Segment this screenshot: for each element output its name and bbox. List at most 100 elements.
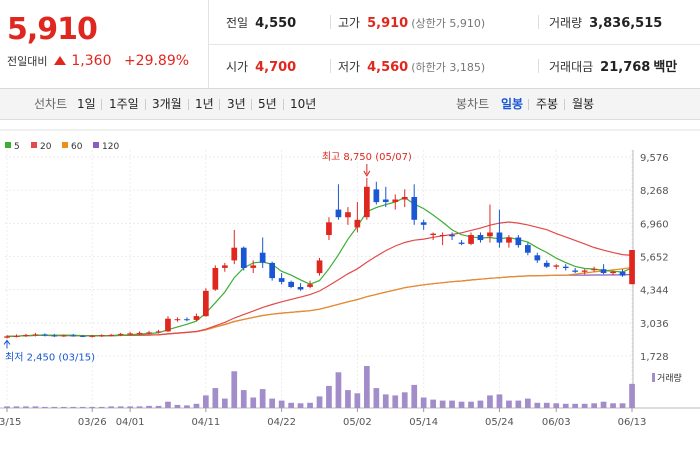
candle-body [23,334,29,336]
change-percent: +29.89% [123,53,190,69]
candle-body [259,252,266,263]
stat-label: 시가 [226,60,249,74]
candle-body [525,245,531,253]
candle-body [184,319,190,321]
period-10y-button[interactable]: 10년 [290,97,317,111]
volume-bar [136,406,143,408]
legend-item-ma60: 60 [62,141,82,153]
candle-body [165,318,171,332]
candle-monthly-button[interactable]: 월봉 [572,97,595,111]
volume-bar [458,401,465,408]
candle-body [364,186,370,218]
candle-body [13,335,20,337]
legend-item-ma20: 20 [31,141,51,153]
candle-body [4,336,10,338]
stat-open: 시가 4,700 [226,44,296,88]
stat-high: 고가 5,910 (상한가 5,910) [338,0,485,44]
y-tick-label: 5,652 [640,253,669,264]
stat-prev-close: 전일 4,550 [226,0,296,44]
volume-bar [259,389,266,408]
current-price: 5,910 [7,12,98,47]
y-tick-label: 6,960 [640,219,669,230]
legend-item-ma5: 5 [5,141,20,153]
volume-bar [193,403,200,408]
stat-value: 5,910 [367,16,409,31]
volume-bar [629,383,635,408]
volume-bar [108,406,114,408]
volume-bar [373,388,380,408]
candle-body [345,212,351,218]
period-1y-button[interactable]: 1년 [195,97,214,111]
candle-body [269,262,275,279]
candle-body [98,335,105,337]
candle-body [79,335,86,337]
volume-bar [477,400,484,408]
candle-body [326,222,332,235]
volume-bar [345,390,351,408]
volume-bar [335,372,342,408]
y-tick-label: 1,728 [640,352,669,363]
x-tick-label: 06/03 [542,417,571,428]
x-tick-label: 05/24 [485,417,514,428]
volume-bar [506,400,512,408]
volume-bar [316,396,323,408]
candle-body [316,260,323,274]
candle-body [600,269,607,273]
candle-body [401,197,408,200]
divider [330,15,331,29]
candle-body [231,247,238,261]
y-tick-label: 4,344 [640,286,669,297]
stat-label: 거래량 [549,16,583,30]
volume-bar [89,406,96,408]
x-tick-label: 03/15 [0,417,21,428]
volume-bar [534,402,541,409]
x-tick-label: 04/11 [191,417,220,428]
volume-bar [364,366,370,408]
chart-toolbar: 선차트 1일 1주일 3개월 1년 3년 5년 10년 봉차트 일봉 주봉 월봉 [0,89,700,120]
candle-body [240,247,247,268]
period-5y-button[interactable]: 5년 [258,97,277,111]
candle-body [32,334,39,336]
candle-body [468,235,474,244]
volume-bar [411,384,418,408]
candle-body [108,334,114,336]
candle-body [155,331,162,333]
candle-body [61,335,67,337]
x-tick-label: 04/01 [116,417,145,428]
stat-value: 21,768 [600,60,651,75]
candle-body [42,334,48,336]
x-tick-label: 06/13 [618,417,647,428]
candle-body [117,333,124,335]
legend-swatch [31,142,37,148]
volume-bar [562,403,569,408]
period-3y-button[interactable]: 3년 [227,97,246,111]
legend-label: 5 [14,142,20,152]
divider [564,99,565,110]
candle-body [89,335,96,337]
stat-label: 저가 [338,60,361,74]
volume-bar [553,403,560,408]
divider [101,99,102,110]
volume-bar [487,395,493,408]
volume-bar [13,406,20,408]
x-tick-label: 05/14 [409,417,438,428]
volume-bar [42,406,48,408]
candle-body [506,237,512,243]
candle-body [70,335,77,337]
candle-weekly-button[interactable]: 주봉 [536,97,559,111]
period-1d-button[interactable]: 1일 [77,97,96,111]
volume-bar [297,403,304,408]
candle-body [619,271,626,276]
divider [283,99,284,110]
candle-daily-button[interactable]: 일봉 [501,97,524,111]
candle-body [174,319,181,321]
stats-row-2: 시가 4,700 저가 4,560 (하한가 3,185) 거래대금 21,768 백만 [208,44,700,88]
period-1w-button[interactable]: 1주일 [109,97,139,111]
period-3m-button[interactable]: 3개월 [152,97,182,111]
candle-body [335,209,342,218]
change-value: 1,360 [71,53,112,69]
candle-body [477,235,484,241]
candle-body [212,268,219,290]
volume-bar [430,399,436,408]
